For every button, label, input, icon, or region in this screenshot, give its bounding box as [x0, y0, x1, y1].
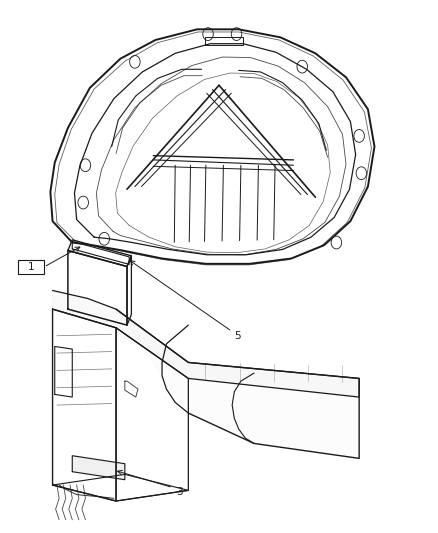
- Text: 3: 3: [176, 487, 183, 497]
- Polygon shape: [116, 309, 359, 458]
- Polygon shape: [53, 290, 359, 397]
- Bar: [18, 260, 44, 274]
- Text: 5: 5: [234, 331, 241, 341]
- Text: 1: 1: [27, 262, 34, 272]
- Polygon shape: [72, 456, 125, 480]
